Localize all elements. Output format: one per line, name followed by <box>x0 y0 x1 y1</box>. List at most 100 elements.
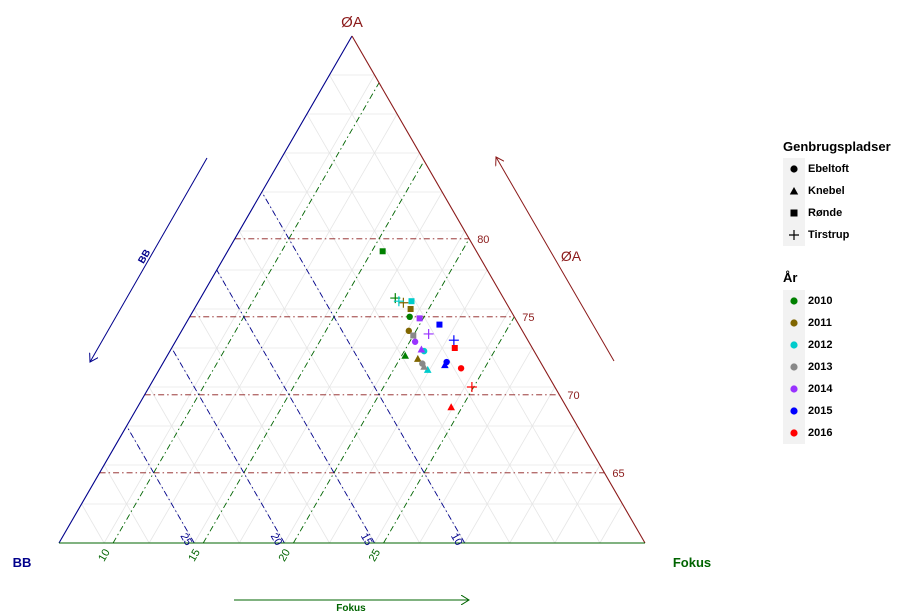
bb-tick-label: 10 <box>448 531 465 548</box>
oa-tick-label: 80 <box>477 234 489 246</box>
tick-labels: 65 70 75 80 10 15 20 25 10 15 20 25 <box>96 234 624 564</box>
oa-tick-label: 75 <box>522 312 534 324</box>
color-swatch-icon <box>783 378 805 400</box>
data-point <box>420 362 428 370</box>
data-point <box>411 338 419 345</box>
data-point <box>416 315 423 322</box>
color-swatch-icon <box>783 312 805 334</box>
bb-grid-line <box>126 425 195 544</box>
data-point <box>423 328 434 339</box>
oa-tick-label: 65 <box>612 468 624 480</box>
minor-grid-line <box>374 308 511 544</box>
data-point <box>393 296 404 307</box>
shape-legend-item: Knebel <box>783 180 891 202</box>
bottom-arrow-label: Fokus <box>336 603 366 612</box>
data-point <box>401 351 409 359</box>
major-grid <box>99 82 605 544</box>
data-point <box>466 382 477 392</box>
bb-grid-line <box>216 269 375 544</box>
bb-direction-arrow <box>90 157 208 362</box>
triangle-frame <box>58 35 646 544</box>
data-point <box>406 313 413 320</box>
shape-legend-item: Rønde <box>783 202 891 224</box>
minor-grid-line <box>329 269 488 544</box>
data-point <box>448 335 459 346</box>
color-legend-label: 2015 <box>808 405 833 417</box>
shape-legend-label: Rønde <box>808 207 843 219</box>
shape-legend-item: Tirstrup <box>783 224 891 246</box>
color-swatch-icon <box>783 422 805 444</box>
color-legend-item: 2014 <box>783 378 832 400</box>
minor-grid-line <box>81 503 105 544</box>
shape-legend-title: Genbrugspladser <box>783 139 891 154</box>
data-points <box>379 248 477 411</box>
color-legend-label: 2010 <box>808 295 833 307</box>
data-point <box>436 321 443 328</box>
color-legend-label: 2013 <box>808 361 833 373</box>
fokus-tick-label: 20 <box>277 547 294 564</box>
color-legend-item: 2015 <box>783 400 832 422</box>
right-axis-title: Fokus <box>673 555 711 570</box>
bb-grid-line <box>261 191 466 544</box>
minor-grid-line <box>238 191 443 544</box>
shape-legend-label: Ebeltoft <box>808 163 849 175</box>
circle-icon <box>783 158 805 180</box>
oa-tick-label: 70 <box>567 390 579 402</box>
right-edge <box>351 35 646 544</box>
left-edge <box>58 35 353 544</box>
data-point <box>423 365 432 373</box>
data-point <box>457 365 465 372</box>
data-point <box>407 306 414 312</box>
fokus-tick-label: 10 <box>96 547 113 564</box>
minor-grid-line <box>238 230 420 544</box>
data-point <box>447 403 455 411</box>
bb-grid-line <box>171 347 285 544</box>
minor-grid-line <box>599 503 623 544</box>
left-axis-title: BB <box>13 555 32 570</box>
fokus-grid-line <box>112 82 380 544</box>
top-axis-title: ØA <box>341 14 363 31</box>
minor-grid-line <box>464 386 556 544</box>
color-legend-item: 2016 <box>783 422 832 444</box>
color-legend-item: 2010 <box>783 290 832 312</box>
shape-legend-label: Tirstrup <box>808 229 850 241</box>
minor-grid-line <box>509 425 578 544</box>
data-point <box>408 298 415 305</box>
bb-tick-label: 15 <box>358 531 375 548</box>
data-point <box>451 345 458 351</box>
color-swatch-icon <box>783 334 805 356</box>
bb-tick-label: 25 <box>178 531 195 548</box>
color-swatch-icon <box>783 400 805 422</box>
square-icon <box>783 202 805 224</box>
minor-grid-line <box>148 386 240 544</box>
fokus-grid-line <box>383 316 515 544</box>
color-legend-label: 2014 <box>808 383 833 395</box>
data-point <box>405 327 412 335</box>
fokus-tick-label: 25 <box>367 547 384 564</box>
color-legend-title: År <box>783 270 798 285</box>
data-point <box>414 354 422 362</box>
data-point <box>441 361 449 369</box>
data-point <box>410 332 417 339</box>
bb-tick-label: 20 <box>268 531 285 548</box>
oa-direction-arrow <box>496 157 615 362</box>
color-swatch-icon <box>783 356 805 378</box>
plus-icon <box>783 224 805 246</box>
color-swatch-icon <box>783 290 805 312</box>
direction-arrows <box>90 157 615 600</box>
color-legend-item: 2011 <box>783 312 832 334</box>
data-point <box>398 297 409 308</box>
color-legend-label: 2016 <box>808 427 833 439</box>
data-point <box>379 248 386 255</box>
minor-grid-line <box>306 113 556 544</box>
minor-grid-line <box>103 464 150 544</box>
top-arrow-label: ØA <box>561 248 582 264</box>
color-legend-item: 2012 <box>783 334 832 356</box>
data-point <box>417 345 426 353</box>
color-legend-item: 2013 <box>783 356 832 378</box>
fokus-grid-line <box>293 238 470 544</box>
shape-legend-label: Knebel <box>808 185 845 197</box>
fokus-grid-line <box>202 160 425 544</box>
triangle-icon <box>783 180 805 202</box>
